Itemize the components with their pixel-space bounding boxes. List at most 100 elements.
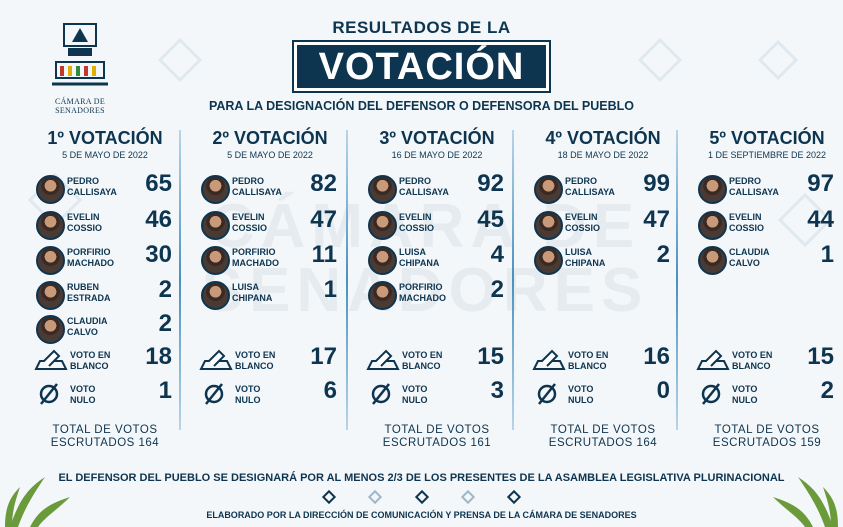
candidate-votes: 2	[158, 310, 172, 337]
candidate-votes: 45	[477, 206, 504, 233]
blank-vote-label: VOTO EN BLANCO	[70, 350, 110, 372]
label-line: BLANCO	[235, 361, 274, 371]
label-line: BLANCO	[402, 361, 441, 371]
candidate-name-line: EVELIN	[67, 212, 100, 222]
candidate-name-line: PEDRO	[67, 176, 100, 186]
candidate-photo	[201, 175, 230, 204]
header: RESULTADOS DE LA VOTACIÓN PARA LA DESIGN…	[0, 18, 843, 113]
candidate-row: LUISA CHIPANA 4	[362, 241, 512, 275]
ballot-icon	[696, 349, 730, 370]
round-column: 4º VOTACIÓN 18 DE MAYO DE 2022 PEDRO CALLIS…	[528, 128, 678, 428]
candidate-name-line: EVELIN	[729, 212, 762, 222]
candidate-name-line: MACHADO	[232, 258, 279, 268]
candidate-votes: 44	[807, 206, 834, 233]
candidate-photo	[368, 281, 397, 310]
round-date: 16 DE MAYO DE 2022	[391, 150, 483, 160]
label-line: VOTO EN	[568, 350, 609, 360]
candidate-photo	[368, 246, 397, 275]
candidate-votes: 1	[820, 241, 834, 268]
blank-vote-row: VOTO EN BLANCO 15	[362, 343, 512, 376]
candidate-row: PEDRO CALLISAYA 99	[528, 170, 678, 204]
round-column: 5º VOTACIÓN 1 DE SEPTIEMBRE DE 2022 PEDRO C…	[692, 128, 842, 428]
candidate-photo	[36, 175, 65, 204]
candidate-name: PEDRO CALLISAYA	[67, 176, 127, 198]
round-date: 1 DE SEPTIEMBRE DE 2022	[707, 150, 827, 160]
candidate-name: EVELIN COSSIO	[565, 212, 625, 234]
null-icon	[701, 383, 721, 405]
label-line: NULO	[568, 395, 594, 405]
senate-logo: CÁMARA DE SENADORES	[30, 22, 130, 115]
blank-vote-votes: 17	[310, 343, 337, 370]
label-line: VOTO	[568, 384, 594, 394]
blank-vote-label: VOTO EN BLANCO	[402, 350, 442, 372]
candidate-votes: 30	[145, 241, 172, 268]
candidate-name: CLAUDIA CALVO	[67, 316, 127, 338]
candidate-photo	[698, 246, 727, 275]
candidate-name-line: PORFIRIO	[67, 247, 111, 257]
label-line: BLANCO	[568, 361, 607, 371]
candidate-name-line: ESTRADA	[67, 293, 111, 303]
candidate-name-line: MACHADO	[399, 293, 446, 303]
footer-credit: ELABORADO POR LA DIRECCIÓN DE COMUNICACI…	[206, 510, 637, 520]
candidate-votes: 82	[310, 170, 337, 197]
label-line: BLANCO	[732, 361, 771, 371]
null-vote-row: VOTO NULO 1	[30, 377, 180, 410]
round-title: 1º VOTACIÓN	[47, 128, 163, 148]
total-line: ESCRUTADOS 159	[712, 437, 822, 449]
round-date: 18 DE MAYO DE 2022	[557, 150, 649, 160]
label-line: VOTO EN	[732, 350, 773, 360]
candidate-name-line: LUISA	[232, 282, 259, 292]
candidate-name-line: CHIPANA	[232, 293, 273, 303]
null-vote-row: VOTO NULO 2	[692, 377, 842, 410]
label-line: NULO	[732, 395, 758, 405]
candidate-votes: 4	[490, 241, 504, 268]
column-separator	[676, 130, 678, 430]
blank-vote-votes: 16	[643, 343, 670, 370]
round-title: 3º VOTACIÓN	[379, 128, 495, 148]
candidate-name-line: LUISA	[565, 247, 592, 257]
candidate-photo	[36, 315, 65, 344]
candidate-name-line: MACHADO	[67, 258, 114, 268]
candidate-name-line: PEDRO	[399, 176, 432, 186]
blank-vote-row: VOTO EN BLANCO 17	[195, 343, 345, 376]
candidate-row: PORFIRIO MACHADO 30	[30, 241, 180, 275]
candidate-row: EVELIN COSSIO 44	[692, 206, 842, 240]
candidate-photo	[534, 246, 563, 275]
ballot-icon	[199, 349, 233, 370]
label-line: VOTO	[402, 384, 428, 394]
candidate-photo	[201, 211, 230, 240]
candidate-votes: 1	[323, 276, 337, 303]
candidate-row: LUISA CHIPANA 1	[195, 276, 345, 310]
null-vote-votes: 6	[323, 377, 337, 404]
candidate-row: EVELIN COSSIO 46	[30, 206, 180, 240]
total-votes: TOTAL DE VOTOS ESCRUTADOS 164	[518, 424, 688, 450]
null-vote-row: VOTO NULO 6	[195, 377, 345, 410]
round-column: 3º VOTACIÓN 16 DE MAYO DE 2022 PEDRO CALLIS…	[362, 128, 512, 428]
diamond-icon	[367, 489, 383, 505]
label-line: BLANCO	[70, 361, 109, 371]
candidate-name-line: EVELIN	[232, 212, 265, 222]
null-vote-label: VOTO NULO	[70, 384, 96, 406]
candidate-name-line: CALLISAYA	[565, 187, 615, 197]
candidate-votes: 99	[643, 170, 670, 197]
candidate-name-line: COSSIO	[729, 223, 765, 233]
candidate-name: PEDRO CALLISAYA	[399, 176, 459, 198]
null-vote-votes: 2	[820, 377, 834, 404]
candidate-row: EVELIN COSSIO 45	[362, 206, 512, 240]
candidate-votes: 2	[158, 276, 172, 303]
candidate-photo	[698, 175, 727, 204]
null-vote-row: VOTO NULO 0	[528, 377, 678, 410]
blank-vote-votes: 15	[807, 343, 834, 370]
total-line: TOTAL DE VOTOS	[384, 424, 490, 436]
diamond-icon	[321, 489, 336, 505]
candidate-votes: 2	[656, 241, 670, 268]
candidate-name-line: COSSIO	[232, 223, 268, 233]
candidate-votes: 46	[145, 206, 172, 233]
candidate-photo	[36, 246, 65, 275]
candidate-name-line: PORFIRIO	[232, 247, 276, 257]
footer-note: EL DEFENSOR DEL PUEBLO SE DESIGNARÁ POR …	[58, 472, 785, 484]
candidate-name-line: PORFIRIO	[399, 282, 443, 292]
candidate-name: EVELIN COSSIO	[399, 212, 459, 234]
null-vote-label: VOTO NULO	[402, 384, 428, 406]
round-column: 2º VOTACIÓN 5 DE MAYO DE 2022 PEDRO CALLISA…	[195, 128, 345, 428]
